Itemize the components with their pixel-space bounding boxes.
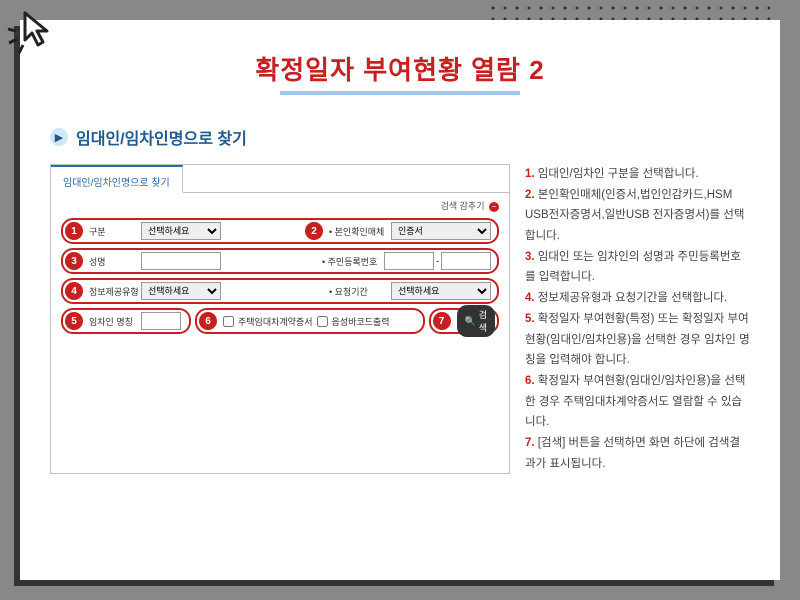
select-period[interactable]: 선택하세요 <box>391 282 491 300</box>
select-info-type[interactable]: 선택하세요 <box>141 282 221 300</box>
checkbox-voice-barcode[interactable] <box>317 316 328 327</box>
instruction-item: 2. 본인확인매체(인증서,법인인감카드,HSM USB전자증명서,일반USB … <box>525 185 750 247</box>
search-icon: 🔍 <box>465 316 476 327</box>
instruction-item: 6. 확정일자 부여현황(임대인/임차인용)을 선택한 경우 주택임대차계약증서… <box>525 371 750 433</box>
label-contract-cert: 주택임대차계약증서 <box>238 315 313 328</box>
step-badge-4: 4 <box>65 282 83 300</box>
checkbox-contract-cert[interactable] <box>223 316 234 327</box>
instruction-item: 7. [검색] 버튼을 선택하면 화면 하단에 검색결과가 표시됩니다. <box>525 433 750 474</box>
input-name[interactable] <box>141 252 221 270</box>
main-frame: 확정일자 부여현황 열람 2 ▶ 임대인/임차인명으로 찾기 임대인/임차인명으… <box>20 20 780 580</box>
tab-search-by-name[interactable]: 임대인/임차인명으로 찾기 <box>51 165 183 193</box>
instruction-item: 4. 정보제공유형과 요청기간을 선택합니다. <box>525 288 750 309</box>
step-badge-6: 6 <box>199 312 217 330</box>
select-auth-medium[interactable]: 인증서 <box>391 222 491 240</box>
form-row-4-left: 5 임차인 명칭 <box>61 308 191 334</box>
input-rrn-2[interactable] <box>441 252 491 270</box>
label-voice-barcode: 음성바코드출력 <box>332 315 390 328</box>
label-rrn: • 주민등록번호 <box>322 255 384 268</box>
input-rrn-1[interactable] <box>384 252 434 270</box>
step-badge-1: 1 <box>65 222 83 240</box>
step-badge-3: 3 <box>65 252 83 270</box>
hide-search-toggle[interactable]: 검색 감추기 − <box>51 193 509 214</box>
tab-bar: 임대인/임차인명으로 찾기 <box>51 165 509 193</box>
label-auth-medium: • 본인확인매체 <box>329 225 391 238</box>
chevron-icon: ▶ <box>50 128 68 146</box>
form-row-2: 3 성명 • 주민등록번호 - <box>61 248 499 274</box>
select-type[interactable]: 선택하세요 <box>141 222 221 240</box>
form-row-3: 4 정보제공유형 선택하세요 • 요청기간 선택하세요 <box>61 278 499 304</box>
section-subtitle: 임대인/임차인명으로 찾기 <box>76 125 247 149</box>
form-row-1: 1 구분 선택하세요 2 • 본인확인매체 인증서 <box>61 218 499 244</box>
label-name: 성명 <box>89 255 141 268</box>
cursor-arrow-icon <box>5 5 60 65</box>
form-row-4-right: 7 🔍 검색 <box>429 308 500 334</box>
step-badge-5: 5 <box>65 312 83 330</box>
page-title: 확정일자 부여현황 열람 2 <box>50 50 750 87</box>
label-info-type: 정보제공유형 <box>89 285 141 298</box>
label-tenant-name: 임차인 명칭 <box>89 315 141 328</box>
step-badge-2: 2 <box>305 222 323 240</box>
step-badge-7: 7 <box>433 312 451 330</box>
instructions-panel: 1. 임대인/임차인 구분을 선택합니다.2. 본인확인매체(인증서,법인인감카… <box>525 164 750 474</box>
instruction-item: 5. 확정일자 부여현황(특정) 또는 확정일자 부여현황(임대인/임차인용)을… <box>525 309 750 371</box>
instruction-item: 1. 임대인/임차인 구분을 선택합니다. <box>525 164 750 185</box>
title-underline <box>280 91 520 95</box>
search-form-panel: 임대인/임차인명으로 찾기 검색 감추기 − 1 구분 선택하세요 2 • 본인… <box>50 164 510 474</box>
search-button[interactable]: 🔍 검색 <box>457 305 496 337</box>
label-period: • 요청기간 <box>329 285 391 298</box>
form-row-4-mid: 6 주택임대차계약증서 음성바코드출력 <box>195 308 425 334</box>
label-type: 구분 <box>89 225 141 238</box>
instruction-item: 3. 임대인 또는 임차인의 성명과 주민등록번호를 입력합니다. <box>525 247 750 288</box>
input-tenant-name[interactable] <box>141 312 181 330</box>
